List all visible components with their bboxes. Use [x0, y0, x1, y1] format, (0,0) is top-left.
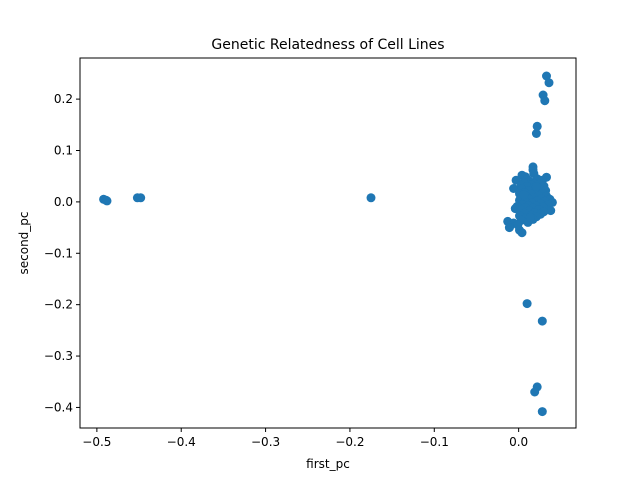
data-point [504, 223, 514, 233]
data-point [530, 387, 540, 397]
x-tick-label: 0.0 [509, 435, 528, 449]
y-tick-label: 0.0 [54, 195, 73, 209]
x-tick-label: −0.2 [335, 435, 364, 449]
y-tick-label: 0.2 [54, 92, 73, 106]
data-point [532, 121, 542, 131]
data-point [546, 206, 556, 216]
data-points [99, 71, 557, 417]
y-tick-label: −0.3 [44, 349, 73, 363]
data-point [531, 129, 541, 138]
data-point [519, 190, 529, 200]
data-point [525, 212, 535, 222]
x-tick-label: −0.1 [420, 435, 449, 449]
y-tick-label: −0.1 [44, 246, 73, 260]
chart-title: Genetic Relatedness of Cell Lines [211, 37, 444, 53]
x-tick-label: −0.4 [167, 435, 196, 449]
data-point [366, 193, 376, 203]
data-point [540, 96, 550, 106]
data-point [537, 407, 547, 417]
data-point [102, 196, 112, 206]
data-point [522, 299, 532, 309]
y-axis-ticks: −0.4 −0.3 −0.2 −0.1 0.0 0.1 0.2 [44, 92, 80, 414]
y-axis-label: second_pc [17, 211, 31, 274]
y-tick-label: 0.1 [54, 144, 73, 158]
y-tick-label: −0.4 [44, 400, 73, 414]
data-point [544, 78, 554, 88]
data-point [537, 316, 547, 326]
plot-frame [79, 57, 577, 429]
data-point [509, 184, 519, 193]
x-axis-ticks: −0.5 −0.4 −0.3 −0.2 −0.1 0.0 [82, 428, 528, 449]
data-point [136, 193, 146, 203]
x-tick-label: −0.3 [251, 435, 280, 449]
x-axis-label: first_pc [306, 457, 350, 471]
data-point [531, 182, 541, 191]
data-point [513, 220, 523, 230]
y-tick-label: −0.2 [44, 298, 73, 312]
x-tick-label: −0.5 [82, 435, 111, 449]
data-point [517, 228, 527, 238]
